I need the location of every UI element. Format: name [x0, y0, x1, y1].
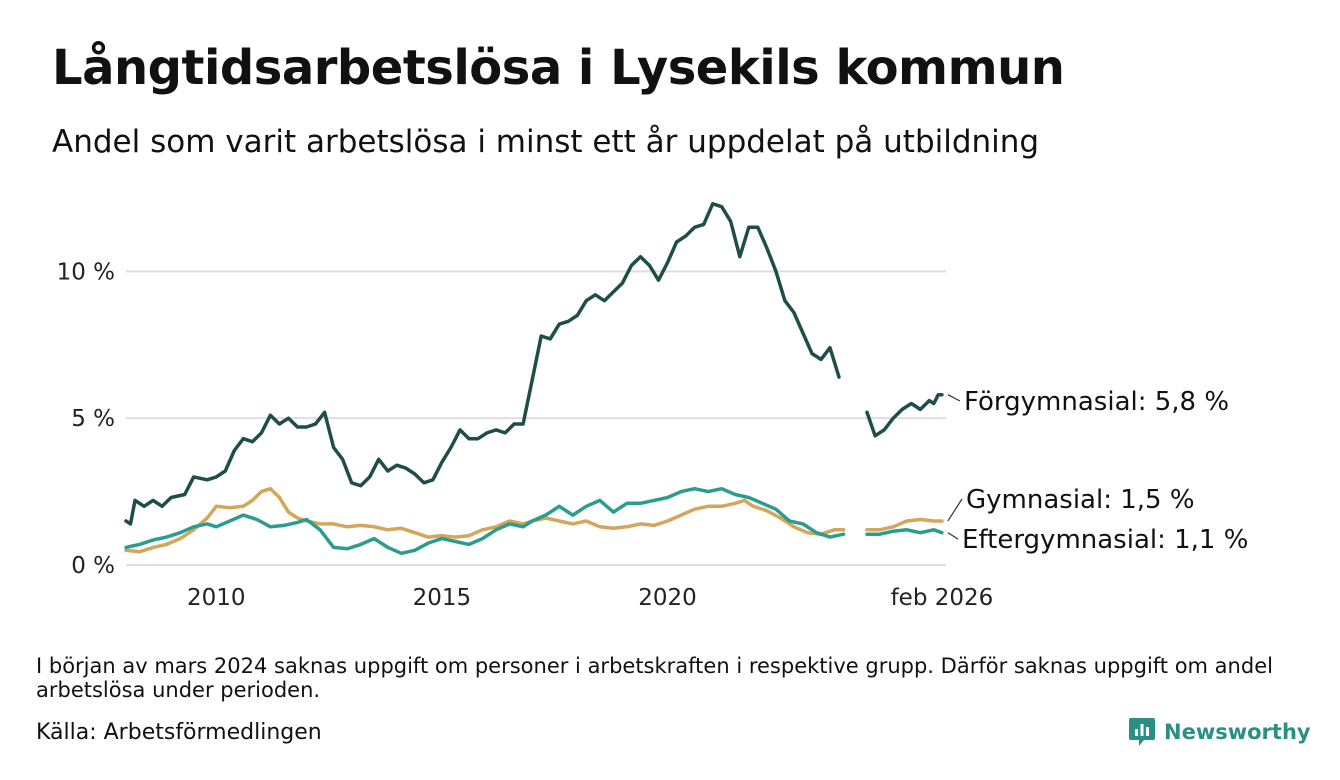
- label-leader-line: [947, 498, 963, 522]
- series-line-eftergymnasial: [124, 486, 846, 556]
- series-end-label: Förgymnasial: 5,8 %: [964, 387, 1229, 417]
- y-tick-label: 5 %: [71, 406, 115, 432]
- source-credit: Källa: Arbetsförmedlingen: [36, 720, 322, 745]
- x-tick-label: 2010: [187, 585, 246, 611]
- chart-subtitle: Andel som varit arbetslösa i minst ett å…: [52, 124, 1040, 160]
- series-line-eftergymnasial: [865, 528, 944, 536]
- label-leader-line: [947, 532, 959, 540]
- newsworthy-logo-icon: [1129, 718, 1155, 746]
- y-tick-label: 10 %: [57, 259, 115, 285]
- series-line-gymnasial: [124, 486, 846, 554]
- series-end-label: Gymnasial: 1,5 %: [966, 485, 1195, 515]
- x-tick-label: 2015: [413, 585, 472, 611]
- footnote: I början av mars 2024 saknas uppgift om …: [36, 654, 1273, 702]
- series-line-gymnasial: [865, 517, 944, 532]
- chart-title: Långtidsarbetslösa i Lysekils kommun: [52, 40, 1065, 96]
- brand-logo: Newsworthy: [1128, 716, 1311, 748]
- label-leader-line: [947, 394, 961, 402]
- series-line-förgymnasial: [865, 392, 944, 438]
- x-tick-label: 2020: [638, 585, 697, 611]
- line-chart: 0 % 5 % 10 % 2010 2015 2020 feb 2026 Förgymnasi…: [57, 202, 1248, 611]
- y-tick-label: 0 %: [71, 553, 115, 579]
- series-line-förgymnasial: [124, 202, 841, 526]
- x-tick-label: feb 2026: [891, 585, 994, 611]
- series-end-label: Eftergymnasial: 1,1 %: [962, 525, 1248, 555]
- brand-name: Newsworthy: [1164, 720, 1311, 744]
